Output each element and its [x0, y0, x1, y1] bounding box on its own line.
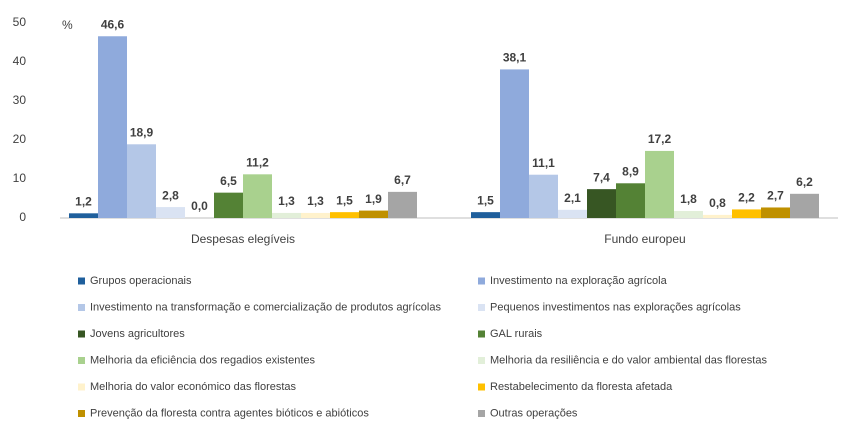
- bar: [616, 183, 645, 218]
- value-label: 2,1: [564, 191, 581, 205]
- bar: [272, 212, 301, 218]
- legend-swatch: [478, 304, 485, 311]
- value-label: 1,9: [365, 192, 382, 206]
- value-label: 2,8: [162, 188, 179, 202]
- bar: [790, 193, 819, 218]
- legend-label: Pequenos investimentos nas explorações a…: [490, 301, 741, 313]
- legend-label: Prevenção da floresta contra agentes bió…: [90, 407, 369, 419]
- legend-swatch: [78, 277, 85, 285]
- legend-swatch: [78, 383, 85, 391]
- legend-swatch: [78, 330, 85, 338]
- bar: [587, 189, 616, 218]
- legend-swatch: [478, 357, 485, 364]
- bar: [529, 174, 558, 218]
- value-label: 18,9: [130, 125, 154, 139]
- y-axis-unit: %: [62, 18, 73, 32]
- value-label: 11,2: [246, 155, 269, 169]
- x-tick-label: Despesas elegíveis: [191, 232, 295, 246]
- bar: [69, 213, 98, 218]
- y-tick-label: 20: [13, 132, 27, 146]
- legend-label: GAL rurais: [490, 328, 543, 340]
- value-label: 1,3: [307, 194, 324, 208]
- y-tick-label: 0: [19, 210, 26, 224]
- y-tick-label: 50: [13, 15, 27, 29]
- bar: [471, 212, 500, 218]
- bar: [761, 207, 790, 218]
- value-label: 1,3: [278, 194, 295, 208]
- x-tick-label: Fundo europeu: [604, 232, 685, 246]
- legend-swatch: [78, 304, 85, 311]
- value-label: 17,2: [648, 132, 672, 146]
- value-label: 1,2: [75, 194, 92, 208]
- legend-label: Jovens agricultores: [90, 328, 185, 340]
- bar: [703, 214, 732, 218]
- legend-swatch: [478, 330, 485, 338]
- legend-swatch: [78, 410, 85, 417]
- value-label: 38,1: [503, 51, 527, 65]
- y-tick-label: 10: [13, 171, 27, 185]
- bar: [645, 150, 674, 218]
- legend-label: Outras operações: [490, 407, 578, 419]
- legend-swatch: [78, 357, 85, 364]
- value-label: 11,1: [532, 156, 555, 170]
- legend-label: Grupos operacionais: [90, 275, 192, 287]
- value-label: 2,2: [738, 191, 755, 205]
- legend-label: Melhoria do valor económico das floresta…: [90, 381, 297, 393]
- legend-label: Melhoria da resiliência e do valor ambie…: [490, 354, 767, 366]
- bar: [127, 144, 156, 218]
- value-label: 8,9: [622, 164, 639, 178]
- value-label: 46,6: [101, 17, 125, 31]
- bar: [359, 210, 388, 218]
- bar: [98, 36, 127, 219]
- value-label: 6,2: [796, 175, 813, 189]
- bar: [243, 174, 272, 218]
- legend-swatch: [478, 383, 485, 391]
- value-label: 0,0: [191, 199, 208, 213]
- bar: [732, 209, 761, 218]
- bar: [156, 207, 185, 218]
- bar: [674, 210, 703, 218]
- bar: [558, 209, 587, 218]
- legend-label: Investimento na transformação e comercia…: [90, 301, 441, 313]
- legend-swatch: [478, 410, 485, 417]
- bar: [388, 191, 417, 218]
- value-label: 6,7: [394, 173, 411, 187]
- y-tick-label: 40: [13, 54, 27, 68]
- bar: [214, 192, 243, 218]
- value-label: 1,5: [477, 193, 494, 207]
- value-label: 1,5: [336, 193, 353, 207]
- legend-swatch: [478, 277, 485, 285]
- y-tick-label: 30: [13, 93, 27, 107]
- bar: [301, 212, 330, 218]
- value-label: 6,5: [220, 174, 237, 188]
- value-label: 7,4: [593, 170, 610, 184]
- legend-label: Restabelecimento da floresta afetada: [490, 381, 673, 393]
- value-label: 0,8: [709, 196, 726, 210]
- value-label: 2,7: [767, 189, 784, 203]
- bar: [500, 69, 529, 218]
- value-label: 1,8: [680, 192, 697, 206]
- legend-label: Melhoria da eficiência dos regadios exis…: [90, 354, 316, 366]
- legend-label: Investimento na exploração agrícola: [490, 275, 668, 287]
- bar: [330, 212, 359, 218]
